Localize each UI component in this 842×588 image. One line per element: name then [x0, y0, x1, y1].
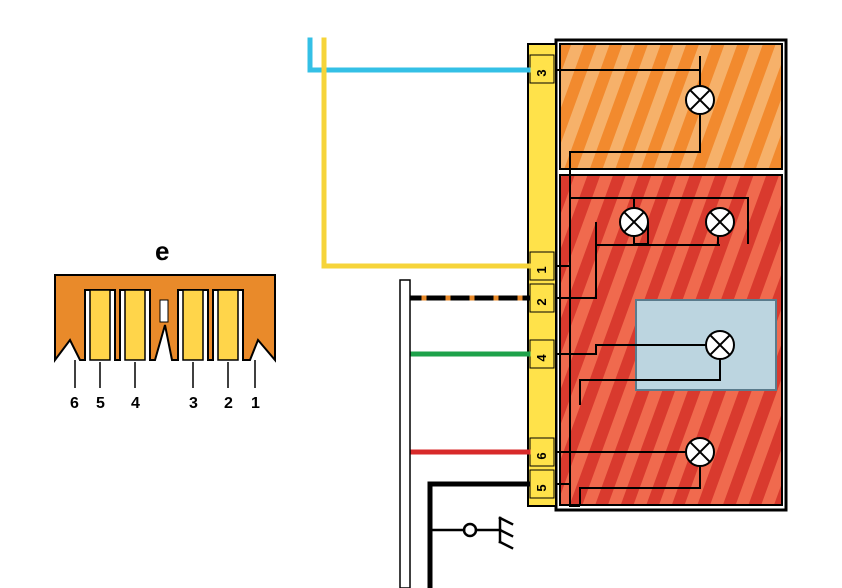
- terminal-strip: 3 1 2 4 6 5: [528, 44, 556, 506]
- connector-pin-label: 6: [70, 395, 79, 412]
- terminal-label: 3: [534, 69, 549, 76]
- brake-lamp: [706, 208, 734, 236]
- terminal-label: 2: [534, 298, 549, 305]
- terminal-label: 4: [534, 354, 549, 362]
- wire-cyan: [310, 40, 528, 70]
- connector-pin-label: 5: [96, 395, 105, 412]
- turn-lamp: [686, 86, 714, 114]
- turn-panel: [560, 44, 782, 169]
- connector-slot: [90, 290, 110, 360]
- connector-leaders: [75, 360, 255, 388]
- connector-slot: [183, 290, 203, 360]
- connector-pin-label: 2: [224, 395, 233, 412]
- terminal-label: 5: [534, 484, 549, 491]
- reverse-lamp: [706, 331, 734, 359]
- connector-label: e: [155, 236, 169, 266]
- connector-pin-label: 1: [251, 395, 260, 412]
- connector-slot: [125, 290, 145, 360]
- terminal-label: 1: [534, 266, 549, 273]
- terminal-label: 6: [534, 452, 549, 459]
- wire-white: [400, 280, 410, 588]
- fog-lamp: [686, 438, 714, 466]
- external-wires: [310, 40, 528, 588]
- connector-pin-label: 3: [189, 395, 198, 412]
- connector-pin-label: 4: [131, 395, 140, 412]
- ground-symbol: [430, 518, 512, 548]
- connector-key: [160, 300, 168, 322]
- connector-slot: [218, 290, 238, 360]
- tail-lamp: [556, 40, 786, 510]
- wire-yellow: [324, 40, 528, 266]
- tail-lamp-bulb: [620, 208, 648, 236]
- connector-drawing: e 6 5 4 3 2 1: [55, 236, 275, 412]
